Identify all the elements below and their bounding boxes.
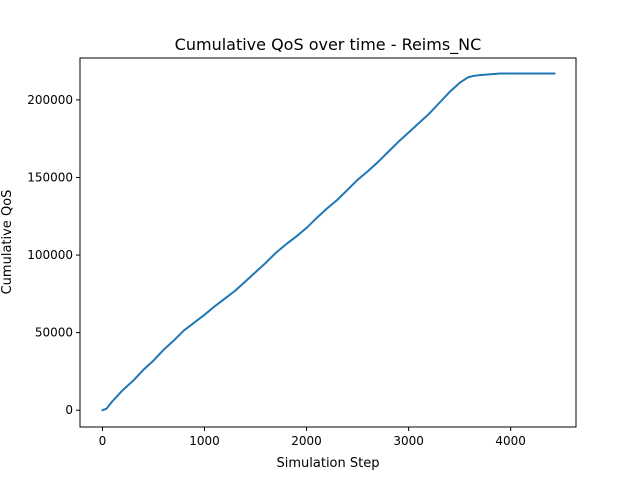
x-tick-label: 4000 xyxy=(495,434,526,448)
plot-area-frame xyxy=(79,57,577,428)
x-tick-label: 0 xyxy=(99,434,107,448)
x-tick-label: 1000 xyxy=(189,434,220,448)
x-tick-label: 3000 xyxy=(393,434,424,448)
x-tick-label: 2000 xyxy=(291,434,322,448)
y-tick-label: 0 xyxy=(65,403,73,417)
y-axis-label: Cumulative QoS xyxy=(0,190,15,295)
chart-title: Cumulative QoS over time - Reims_NC xyxy=(175,35,482,55)
y-axis-ticks: 0 50000 100000 150000 200000 xyxy=(27,93,80,417)
y-tick-label: 200000 xyxy=(27,93,73,107)
y-tick-label: 100000 xyxy=(27,248,73,262)
x-axis-label: Simulation Step xyxy=(277,456,380,471)
y-tick-label: 50000 xyxy=(35,326,73,340)
x-axis-ticks: 0 1000 2000 3000 4000 xyxy=(99,427,526,448)
y-tick-label: 150000 xyxy=(27,170,73,184)
series-line xyxy=(101,72,556,412)
